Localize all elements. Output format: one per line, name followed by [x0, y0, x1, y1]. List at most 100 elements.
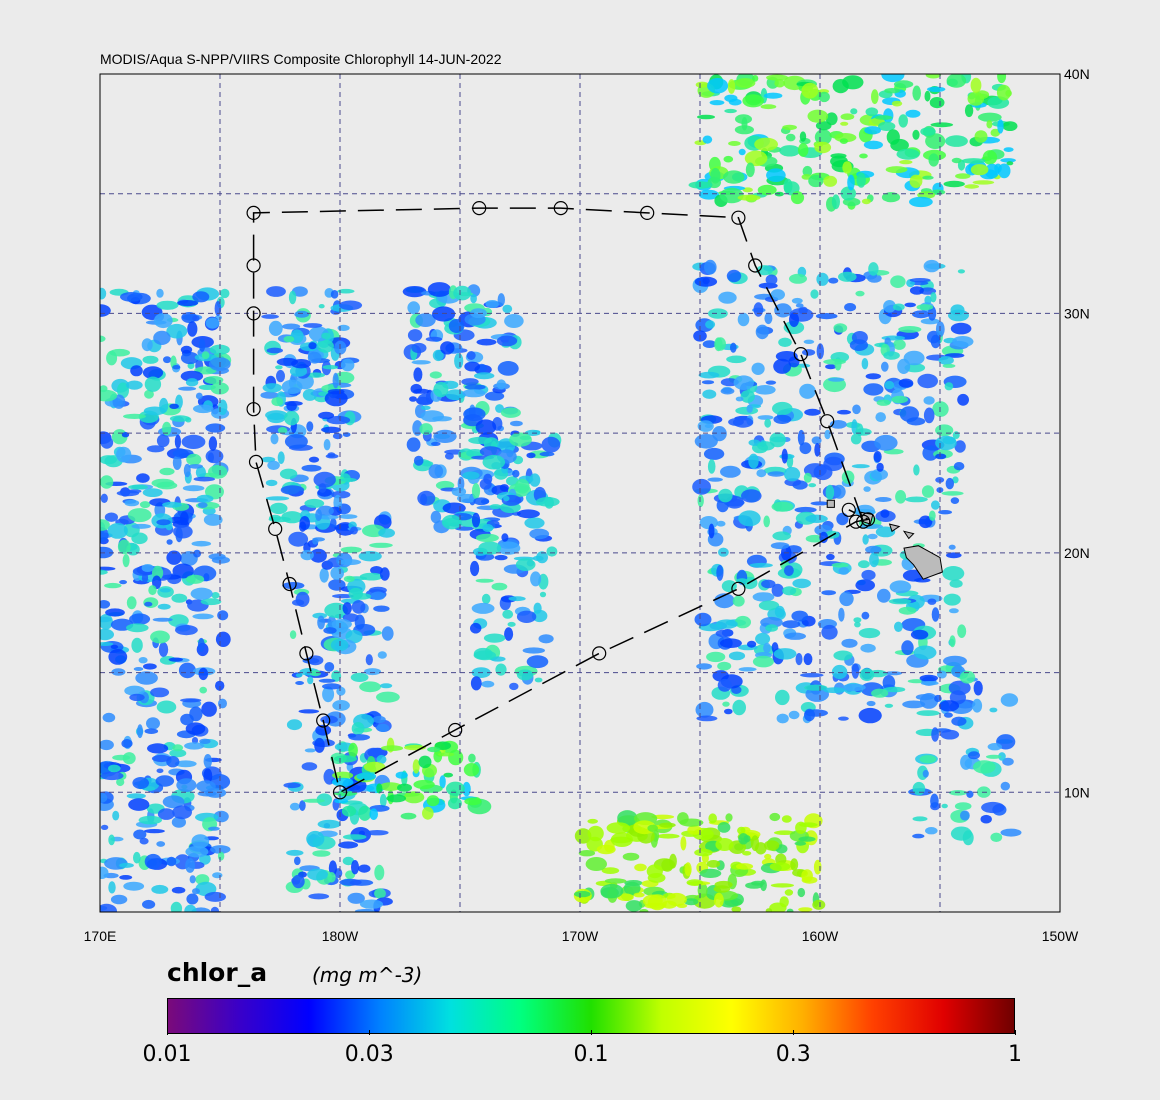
- chlorophyll-pixel: [825, 364, 837, 370]
- chlorophyll-pixel: [838, 716, 849, 721]
- chlorophyll-pixel: [949, 608, 959, 614]
- chlorophyll-pixel: [510, 420, 523, 427]
- chlorophyll-pixel: [874, 115, 893, 120]
- chlorophyll-pixel: [951, 716, 967, 726]
- chlorophyll-pixel: [898, 606, 917, 615]
- chlorophyll-pixel: [773, 648, 797, 660]
- chlorophyll-pixel: [823, 456, 844, 472]
- chlorophyll-pixel: [306, 372, 325, 378]
- chlorophyll-pixel: [765, 274, 778, 286]
- chlorophyll-pixel: [358, 805, 372, 821]
- chlorophyll-pixel: [445, 452, 454, 460]
- chlorophyll-pixel: [524, 517, 545, 529]
- chlorophyll-pixel: [427, 746, 441, 753]
- chlorophyll-pixel: [705, 320, 716, 329]
- chlorophyll-pixel: [289, 802, 300, 811]
- chlorophyll-pixel: [794, 841, 807, 846]
- chlorophyll-pixel: [318, 411, 335, 420]
- chlorophyll-pixel: [104, 582, 122, 589]
- chlorophyll-pixel: [124, 499, 140, 507]
- chlorophyll-pixel: [764, 853, 772, 860]
- chlorophyll-pixel: [832, 79, 849, 94]
- chlorophyll-pixel: [841, 638, 858, 648]
- chlorophyll-pixel: [298, 709, 320, 714]
- chlorophyll-pixel: [218, 399, 228, 416]
- chlorophyll-pixel: [269, 502, 288, 515]
- chlorophyll-pixel: [826, 553, 835, 561]
- chlorophyll-pixel: [946, 552, 962, 559]
- station-marker: [553, 201, 568, 216]
- chlorophyll-pixel: [694, 612, 712, 627]
- chlorophyll-pixel: [515, 558, 536, 571]
- chlorophyll-pixel: [968, 751, 980, 760]
- chlorophyll-pixel: [760, 879, 767, 892]
- chlorophyll-pixel: [884, 88, 900, 94]
- chlorophyll-pixel: [771, 501, 794, 512]
- chlorophyll-pixel: [856, 172, 866, 188]
- chlorophyll-pixel: [151, 884, 169, 894]
- chlorophyll-pixel: [327, 872, 336, 883]
- chlorophyll-pixel: [119, 580, 127, 585]
- chlorophyll-pixel: [684, 862, 692, 877]
- chlorophyll-pixel: [863, 383, 884, 396]
- chlorophyll-pixel: [470, 560, 480, 577]
- chlorophyll-pixel: [438, 752, 455, 757]
- chlorophyll-pixel: [308, 342, 317, 350]
- chlorophyll-pixel: [865, 545, 882, 554]
- chlorophyll-pixel: [295, 681, 304, 685]
- chlorophyll-pixel: [714, 892, 724, 908]
- chlorophyll-pixel: [961, 158, 986, 164]
- chlorophyll-pixel: [475, 533, 499, 543]
- chlorophyll-pixel: [696, 715, 718, 722]
- chlorophyll-pixel: [289, 630, 297, 639]
- colorbar-units-label: (mg m^-3): [312, 963, 423, 987]
- chlorophyll-pixel: [888, 598, 912, 605]
- station-marker: [246, 306, 261, 321]
- chlorophyll-pixel: [715, 629, 731, 638]
- chlorophyll-pixel: [407, 301, 421, 315]
- chlorophyll-pixel: [495, 663, 507, 676]
- chlorophyll-pixel: [679, 818, 704, 827]
- chlorophyll-pixel: [295, 591, 310, 608]
- chlorophyll-pixel: [851, 663, 860, 679]
- chlorophyll-pixel: [765, 624, 778, 632]
- chlorophyll-pixel: [960, 810, 970, 821]
- chlorophyll-pixel: [322, 365, 339, 370]
- chlorophyll-pixel: [717, 678, 732, 692]
- chlorophyll-pixel: [920, 681, 939, 686]
- chlorophyll-pixel: [481, 680, 495, 688]
- chlorophyll-pixel: [747, 640, 757, 648]
- chlorophyll-pixel: [617, 893, 634, 901]
- chlorophyll-pixel: [931, 607, 940, 622]
- chlorophyll-pixel: [299, 516, 311, 531]
- chlorophyll-pixel: [718, 547, 729, 557]
- chlorophyll-pixel: [596, 844, 616, 855]
- chlorophyll-pixel: [823, 687, 846, 694]
- chlorophyll-pixel: [413, 455, 424, 466]
- chlorophyll-map[interactable]: 170E 180W 170W 160W 150W 40N 30N 20N 10N: [0, 0, 1160, 950]
- chlorophyll-pixel: [945, 477, 954, 490]
- chlorophyll-pixel: [457, 493, 477, 503]
- chlorophyll-pixel: [929, 97, 945, 109]
- chlorophyll-pixel: [841, 470, 855, 484]
- chlorophyll-pixel: [863, 140, 884, 150]
- chlorophyll-pixel: [157, 603, 171, 610]
- chlorophyll-pixel: [451, 487, 467, 497]
- station-marker: [731, 210, 746, 225]
- chlorophyll-pixel: [453, 285, 472, 301]
- chlorophyll-pixel: [814, 443, 821, 457]
- chlorophyll-pixel: [381, 626, 394, 641]
- chlorophyll-pixel: [172, 744, 184, 752]
- chlorophyll-pixel: [439, 775, 446, 789]
- chlorophyll-pixel: [756, 469, 767, 478]
- chlorophyll-pixel: [764, 418, 772, 428]
- chlorophyll-pixel: [707, 459, 716, 474]
- chlorophyll-pixel: [502, 609, 514, 619]
- chlorophyll-pixel: [204, 891, 226, 902]
- chlorophyll-pixel: [462, 471, 480, 480]
- chlorophyll-pixel: [168, 657, 183, 662]
- chlorophyll-pixel: [811, 436, 822, 445]
- chlorophyll-pixel: [100, 761, 113, 775]
- chlorophyll-pixel: [185, 378, 199, 387]
- chlorophyll-pixel: [726, 269, 742, 283]
